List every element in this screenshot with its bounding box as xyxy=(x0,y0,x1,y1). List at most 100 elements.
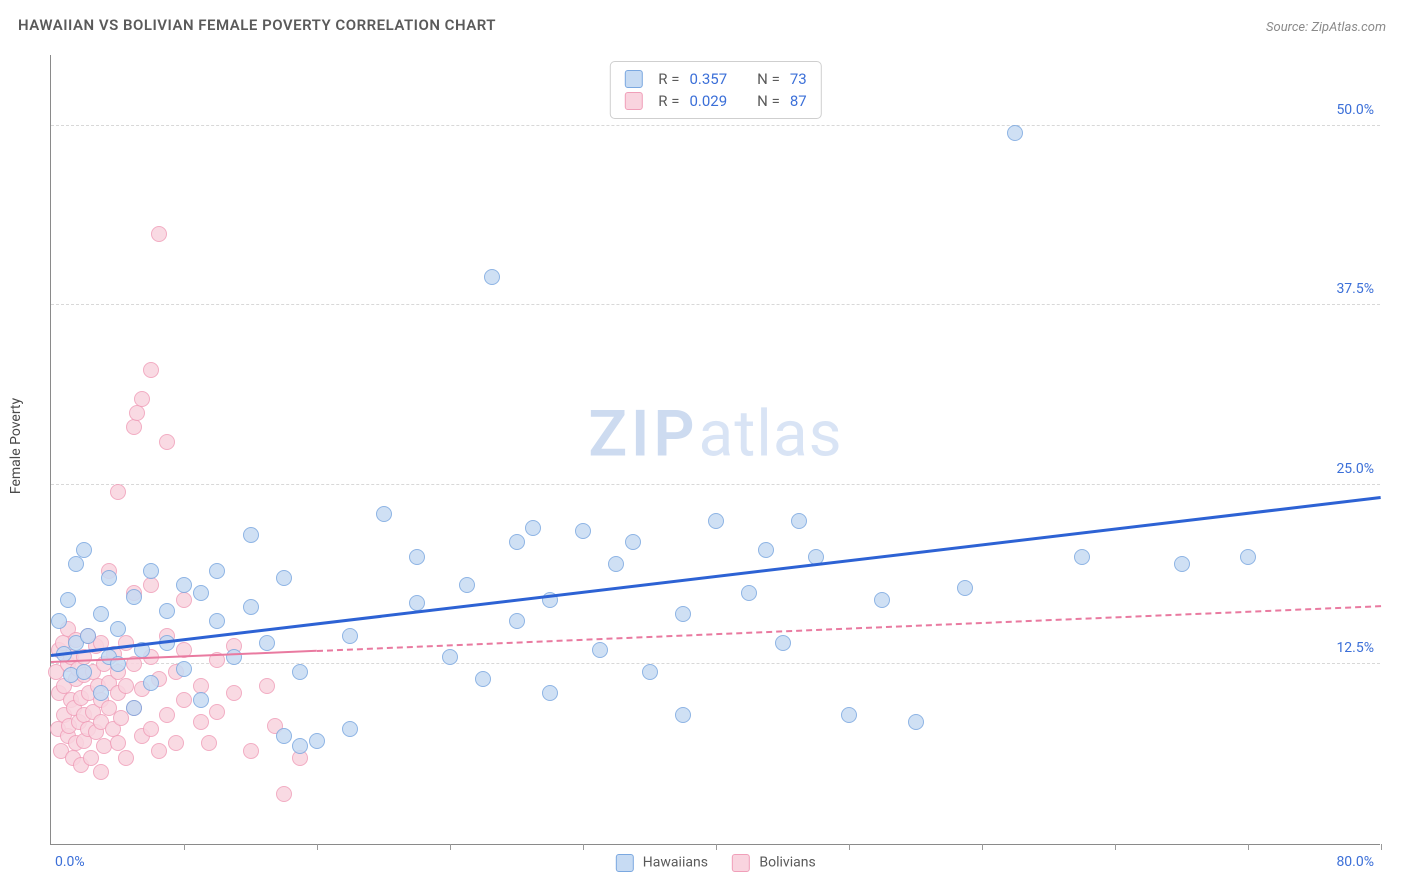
r-label: R = xyxy=(658,70,679,88)
scatter-point xyxy=(625,534,641,550)
scatter-point xyxy=(76,542,92,558)
x-axis-max-label: 80.0% xyxy=(1336,854,1374,870)
scatter-point xyxy=(226,649,242,665)
scatter-point xyxy=(209,563,225,579)
scatter-point xyxy=(376,506,392,522)
scatter-point xyxy=(791,513,807,529)
plot-area: ZIPatlas R = 0.357 N = 73 R = 0.029 N = … xyxy=(50,55,1380,845)
scatter-point xyxy=(118,750,134,766)
scatter-point xyxy=(1174,556,1190,572)
scatter-point xyxy=(209,704,225,720)
scatter-point xyxy=(83,750,99,766)
scatter-point xyxy=(475,671,491,687)
scatter-point xyxy=(642,664,658,680)
scatter-point xyxy=(957,580,973,596)
scatter-point xyxy=(93,685,109,701)
x-tick-mark xyxy=(317,844,318,850)
x-tick-mark xyxy=(716,844,717,850)
legend-item-hawaiians: Hawaiians xyxy=(615,854,708,872)
scatter-point xyxy=(126,700,142,716)
n-value-hawaiians: 73 xyxy=(790,70,807,88)
scatter-point xyxy=(1074,549,1090,565)
y-tick-label: 25.0% xyxy=(1336,461,1374,477)
scatter-point xyxy=(176,661,192,677)
scatter-point xyxy=(193,585,209,601)
x-tick-mark xyxy=(184,844,185,850)
r-value-hawaiians: 0.357 xyxy=(689,70,727,88)
correlation-legend: R = 0.357 N = 73 R = 0.029 N = 87 xyxy=(609,61,821,119)
scatter-point xyxy=(243,527,259,543)
watermark-zip: ZIP xyxy=(588,396,698,471)
chart-title: HAWAIIAN VS BOLIVIAN FEMALE POVERTY CORR… xyxy=(18,16,496,34)
n-label: N = xyxy=(757,92,780,110)
source-label: Source: xyxy=(1266,20,1308,35)
y-tick-label: 12.5% xyxy=(1336,640,1374,656)
n-value-bolivians: 87 xyxy=(790,92,807,110)
scatter-point xyxy=(143,563,159,579)
swatch-hawaiians xyxy=(624,70,642,88)
scatter-point xyxy=(484,269,500,285)
x-tick-mark xyxy=(1115,844,1116,850)
scatter-point xyxy=(292,664,308,680)
scatter-point xyxy=(243,599,259,615)
scatter-point xyxy=(60,592,76,608)
x-axis-min-label: 0.0% xyxy=(55,854,85,870)
scatter-point xyxy=(1240,549,1256,565)
scatter-point xyxy=(276,786,292,802)
scatter-point xyxy=(509,534,525,550)
source-value: ZipAtlas.com xyxy=(1311,20,1386,35)
scatter-point xyxy=(775,635,791,651)
swatch-bolivians xyxy=(732,854,750,872)
scatter-point xyxy=(151,226,167,242)
scatter-point xyxy=(758,542,774,558)
scatter-point xyxy=(76,664,92,680)
scatter-point xyxy=(193,692,209,708)
scatter-point xyxy=(129,405,145,421)
scatter-point xyxy=(409,595,425,611)
gridline-h xyxy=(51,125,1380,126)
scatter-point xyxy=(126,419,142,435)
scatter-point xyxy=(525,520,541,536)
chart-container: HAWAIIAN VS BOLIVIAN FEMALE POVERTY CORR… xyxy=(0,0,1406,892)
scatter-point xyxy=(608,556,624,572)
scatter-point xyxy=(459,577,475,593)
scatter-point xyxy=(113,710,129,726)
scatter-point xyxy=(143,362,159,378)
scatter-point xyxy=(226,685,242,701)
swatch-bolivians xyxy=(624,92,642,110)
scatter-point xyxy=(110,484,126,500)
scatter-point xyxy=(874,592,890,608)
scatter-point xyxy=(143,721,159,737)
gridline-h xyxy=(51,484,1380,485)
n-label: N = xyxy=(757,70,780,88)
swatch-hawaiians xyxy=(615,854,633,872)
scatter-point xyxy=(243,743,259,759)
y-axis-label: Female Poverty xyxy=(8,398,24,494)
scatter-point xyxy=(201,735,217,751)
gridline-h xyxy=(51,304,1380,305)
scatter-point xyxy=(193,714,209,730)
scatter-point xyxy=(176,692,192,708)
scatter-point xyxy=(675,606,691,622)
scatter-point xyxy=(159,707,175,723)
scatter-point xyxy=(442,649,458,665)
scatter-point xyxy=(176,592,192,608)
scatter-point xyxy=(51,613,67,629)
scatter-point xyxy=(93,764,109,780)
scatter-point xyxy=(841,707,857,723)
x-tick-mark xyxy=(1248,844,1249,850)
scatter-point xyxy=(276,728,292,744)
scatter-point xyxy=(209,613,225,629)
legend-row-hawaiians: R = 0.357 N = 73 xyxy=(624,68,806,90)
scatter-point xyxy=(741,585,757,601)
r-value-bolivians: 0.029 xyxy=(689,92,727,110)
x-tick-mark xyxy=(982,844,983,850)
scatter-point xyxy=(176,577,192,593)
series-legend: Hawaiians Bolivians xyxy=(615,854,815,872)
x-tick-mark xyxy=(583,844,584,850)
scatter-point xyxy=(126,589,142,605)
watermark-atlas: atlas xyxy=(699,396,843,471)
scatter-point xyxy=(101,570,117,586)
gridline-h xyxy=(51,663,1380,664)
scatter-point xyxy=(708,513,724,529)
